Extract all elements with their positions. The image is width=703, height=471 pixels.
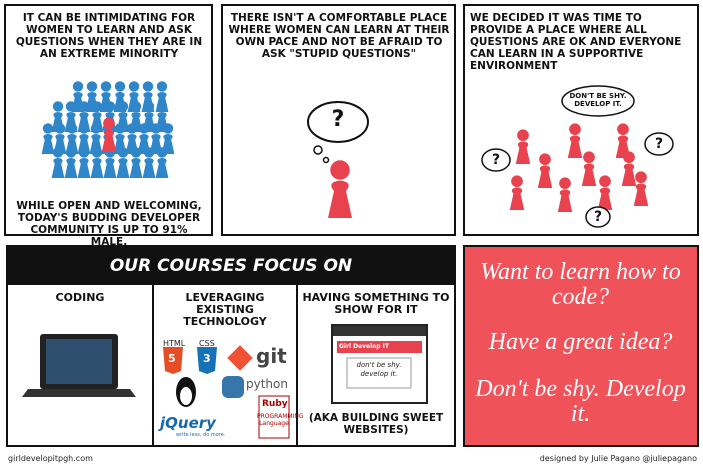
speech-bubble [481,148,511,172]
logo-text: git [256,344,287,368]
python-logo [222,376,244,398]
speech-bubble [644,132,674,156]
speech-bubble [561,85,635,117]
caption: It can be intimidating for women to lear… [15,12,203,60]
pawn [129,147,143,178]
pawn [101,117,117,152]
caption: We decided it was time to provide a plac… [470,12,682,72]
ruby-book [258,395,290,439]
pawn [537,153,553,188]
pitch-line: Don't be shy. Develop it. [475,376,686,427]
logo-text: 3 [203,352,211,365]
pawn [41,123,55,154]
thought-dot [313,145,323,155]
pawn [77,147,91,178]
html5-logo [163,347,183,374]
courses-title: Our courses focus on [109,256,353,276]
logo-text: jQuery [160,414,216,432]
tux-belly [180,387,192,405]
pawn [557,177,573,212]
logo-text: 5 [168,352,176,365]
logo-text: python [246,377,288,391]
pawn [64,147,78,178]
caption: While open and welcoming, today's buddin… [16,200,202,248]
pawn [509,175,525,210]
pitch-line: Want to learn how to code? [480,259,681,310]
pawn [515,129,531,164]
pawn [142,147,156,178]
pawn [90,147,104,178]
pawn [567,123,583,158]
courses-header [8,247,454,285]
git-logo [227,345,253,371]
pitch-line: Have a great idea? [488,329,673,355]
course-heading: Coding [55,291,105,304]
logo-text: CSS [199,339,215,348]
caption: There isn't a comfortable place where wo… [228,12,450,60]
footer-right: designed by Julie Pagano @juliepagano [539,454,697,463]
laptop-display [46,339,112,384]
browser-header [337,341,422,353]
pawn [328,160,352,218]
group [509,123,649,212]
browser-bar [333,326,426,336]
pawn [633,171,649,206]
speech-bubble [585,206,611,228]
pitch-panel [463,245,699,447]
question-mark: ? [593,209,603,225]
browser-text: don't be shy. develop it. [356,361,402,378]
question-mark: ? [331,107,345,132]
question-mark: ? [491,152,501,168]
pawn [116,147,130,178]
course-note: (aka building sweet websites) [308,412,444,436]
pawn [621,151,637,186]
browser-content [346,357,412,389]
pawn [155,147,169,178]
pawn [51,147,65,178]
course-heading: Leveraging existing technology [183,291,267,328]
pawn [581,151,597,186]
thought-bubble [307,101,369,143]
speech: Don't be shy. Develop it. [569,92,627,108]
laptop-base [22,389,136,397]
pawn [597,175,613,210]
course-heading: Having something to show for it [302,291,450,316]
css3-logo [197,347,217,374]
logo-text: PROGRAMMING Language [257,413,304,427]
thought-dot [322,156,330,164]
question-mark: ? [654,136,664,152]
panel-3 [463,4,699,236]
logo-text: HTML [163,339,186,348]
browser-title: Girl Develop IT [339,343,390,350]
crowd [41,81,175,178]
logo-text: write less, do more. [176,432,226,438]
logo-text: Ruby [262,399,288,409]
footer-left: girldevelopitpgh.com [8,454,93,463]
